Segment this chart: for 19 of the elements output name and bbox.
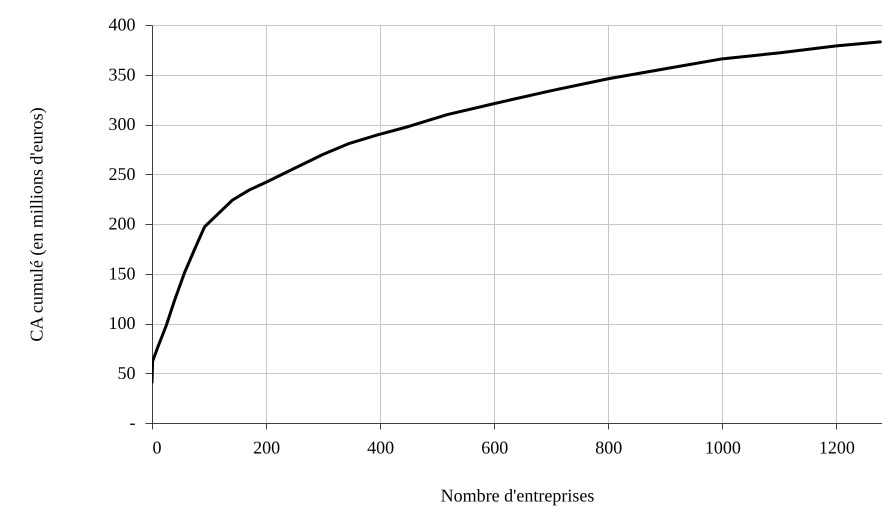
y-tick-label: - [130,412,136,432]
x-tick-label: 1000 [704,438,741,458]
y-tick-label: 100 [108,313,136,333]
x-tick-label: 0 [152,438,162,458]
y-tick-label: 250 [108,164,136,184]
x-tick-label: 800 [595,438,622,458]
x-tick-label: 200 [253,438,280,458]
y-tick-label: 400 [108,14,136,34]
y-tick-label: 200 [108,214,136,234]
y-tick-label: 300 [108,114,136,134]
x-axis-title: Nombre d'entreprises [440,486,594,506]
y-tick-label: 150 [108,263,136,284]
y-tick-label: 350 [108,64,136,84]
x-tick-label: 1200 [818,438,855,458]
x-tick-label: 600 [481,438,508,458]
y-axis-title: CA cumulé (en millions d'euros) [26,107,46,342]
line-series [152,40,882,384]
y-tick-label: 50 [118,362,136,383]
x-tick-label: 400 [367,438,394,458]
